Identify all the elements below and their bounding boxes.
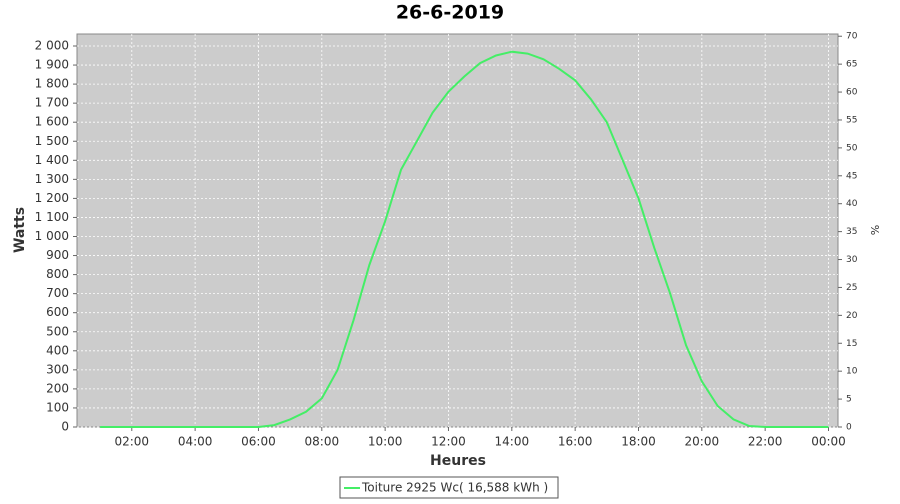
data-line <box>100 50 829 428</box>
y2-tick-label: 20 <box>846 311 858 321</box>
x-axis-label: Heures <box>430 453 486 469</box>
y2-tick-label: 40 <box>846 199 858 209</box>
y-tick-label: 100 <box>46 400 69 414</box>
x-tick-label: 20:00 <box>685 435 720 449</box>
y2-tick-label: 30 <box>846 255 858 265</box>
y-tick-label: 1 500 <box>35 134 69 148</box>
x-tick-label: 00:00 <box>811 435 846 449</box>
y-tick-label: 1 600 <box>35 115 69 129</box>
y-tick-label: 1 100 <box>35 210 69 224</box>
y2-tick-label: 70 <box>846 32 858 42</box>
y-tick-label: 800 <box>46 267 69 281</box>
legend-label: Toiture 2925 Wc( 16,588 kWh ) <box>361 481 548 495</box>
y-tick-label: 500 <box>46 324 69 338</box>
y2-axis-label: % <box>868 225 881 235</box>
y2-tick-label: 25 <box>846 283 857 293</box>
y-tick-label: 1 300 <box>35 172 69 186</box>
y2-tick-label: 10 <box>846 367 858 377</box>
y-tick-label: 300 <box>46 362 69 376</box>
x-tick-label: 14:00 <box>495 435 530 449</box>
y-tick-label: 200 <box>46 381 69 395</box>
y-tick-label: 1 900 <box>35 58 69 72</box>
y2-tick-label: 55 <box>846 115 857 125</box>
y2-tick-label: 45 <box>846 171 857 181</box>
y-tick-label: 2 000 <box>35 39 69 53</box>
y2-tick-label: 60 <box>846 88 858 98</box>
y-tick-label: 900 <box>46 248 69 262</box>
y-tick-label: 1 800 <box>35 77 69 91</box>
y-tick-label: 1 700 <box>35 96 69 110</box>
x-tick-label: 22:00 <box>748 435 783 449</box>
x-tick-label: 10:00 <box>368 435 403 449</box>
chart-title: 26-6-2019 <box>396 2 504 24</box>
x-tick-label: 06:00 <box>241 435 276 449</box>
y-tick-label: 600 <box>46 305 69 319</box>
x-tick-label: 16:00 <box>558 435 593 449</box>
y2-tick-label: 5 <box>846 395 852 405</box>
y2-tick-label: 35 <box>846 227 857 237</box>
y2-tick-label: 0 <box>846 423 852 433</box>
y2-tick-label: 15 <box>846 339 857 349</box>
y2-tick-label: 65 <box>846 60 857 70</box>
y-axis-label: Watts <box>12 207 28 253</box>
legend <box>339 476 559 499</box>
x-tick-label: 02:00 <box>114 435 149 449</box>
x-tick-label: 18:00 <box>621 435 656 449</box>
plot-area <box>76 33 839 428</box>
y-tick-label: 1 200 <box>35 191 69 205</box>
y-tick-label: 1 400 <box>35 153 69 167</box>
x-tick-label: 12:00 <box>431 435 466 449</box>
y2-tick-label: 50 <box>846 143 858 153</box>
y-tick-label: 700 <box>46 286 69 300</box>
y-tick-label: 1 000 <box>35 229 69 243</box>
x-tick-label: 08:00 <box>305 435 340 449</box>
y-tick-label: 400 <box>46 343 69 357</box>
y-tick-label: 0 <box>61 420 69 434</box>
x-tick-label: 04:00 <box>178 435 213 449</box>
